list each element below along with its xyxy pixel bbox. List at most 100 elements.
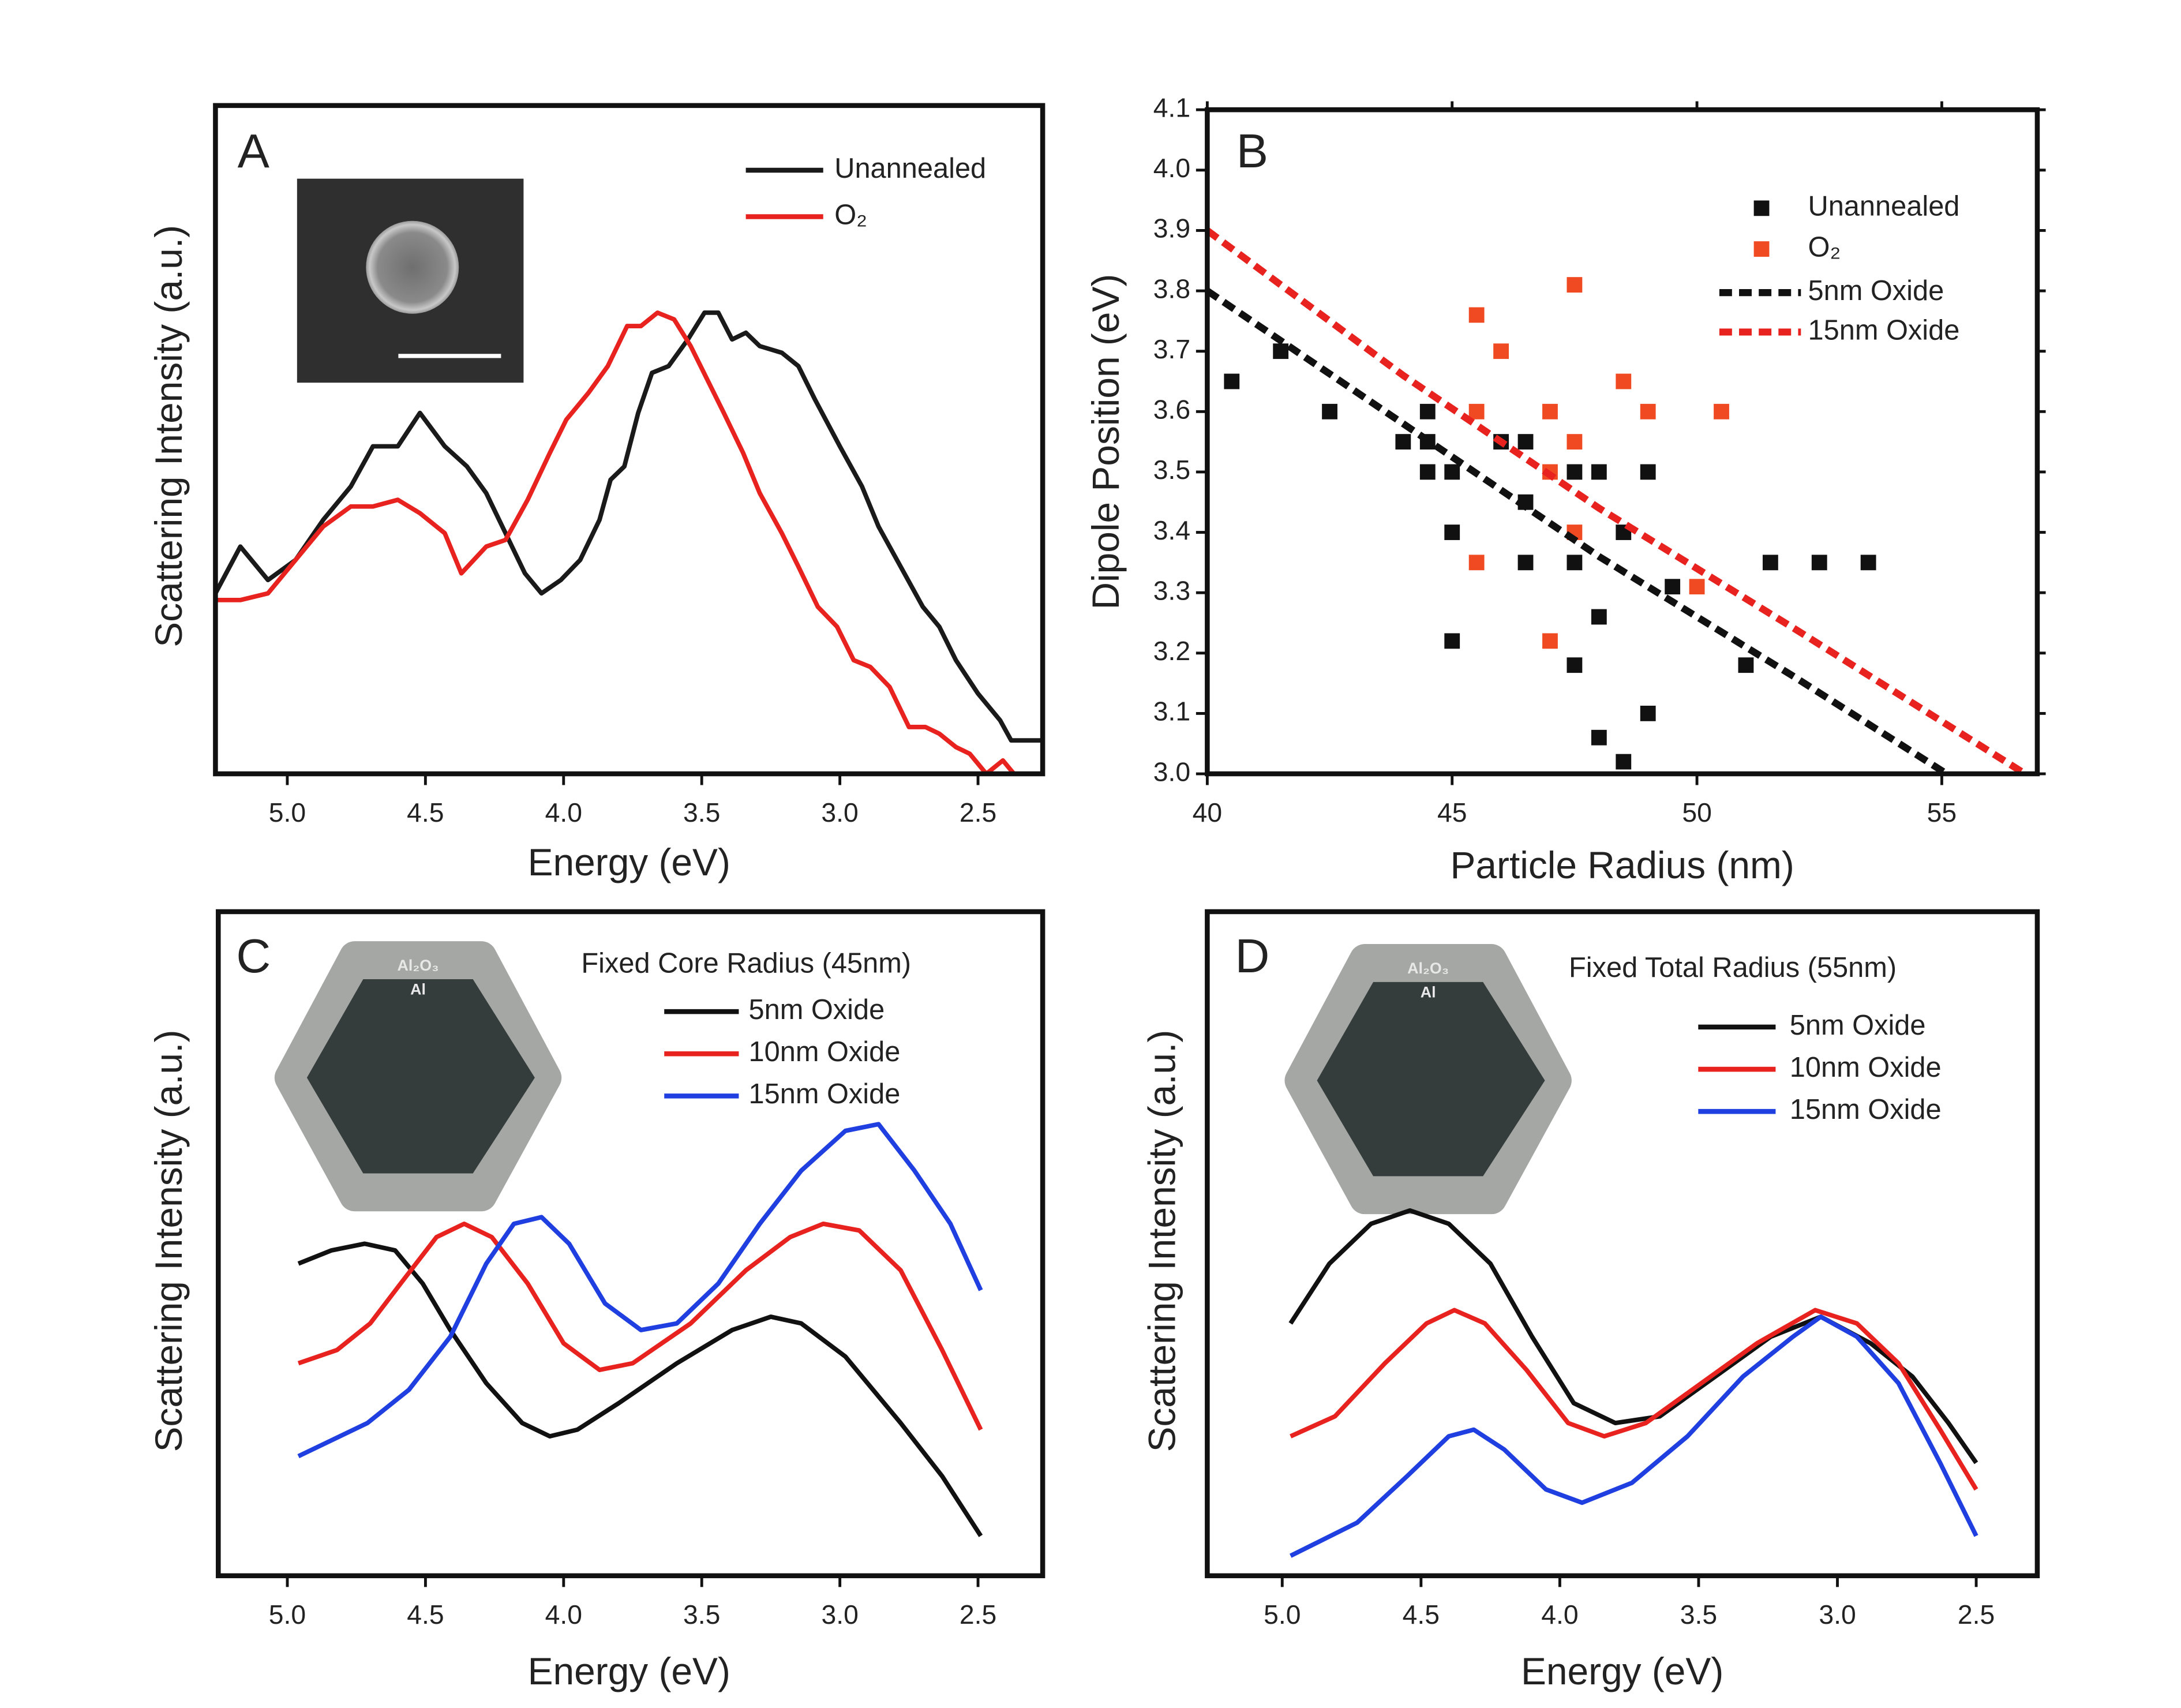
legend-swatch [1753,200,1770,216]
legend-label: 15nm Oxide [1790,1094,1942,1125]
x-tick-label: 2.5 [960,797,996,827]
x-tick-label: 4.0 [545,1600,582,1630]
y-axis-label: Scattering Intensity (a.u.) [1141,1030,1183,1452]
legend-label: Unannealed [1808,191,1959,222]
scatter-point [1468,403,1485,419]
legend-label: 5nm Oxide [1790,1010,1926,1041]
scatter-point [1567,555,1583,571]
series-line [297,1221,983,1431]
plot-frame [213,103,1045,777]
scatter-point [1542,633,1558,649]
plot-frame [1205,909,2040,1579]
scatter-point [1395,434,1411,450]
x-axis-label: Energy (eV) [1521,1650,1723,1692]
scatter-point [1567,464,1583,480]
y-tick-label: 3.2 [1153,636,1190,666]
y-axis-label: Scattering Intensity (a.u.) [147,1030,190,1452]
scatter-point [1517,434,1534,450]
y-tick-label: 3.4 [1153,515,1190,545]
hexagon-inset [274,941,562,1212]
scatter-point [1738,657,1754,673]
series-line [1289,1314,1978,1558]
panel: 5.0 4.5 4.0 3.5 3.0 2.5 C Energy (eV) Scattering… [147,909,1045,1692]
x-tick-label: 5.0 [269,797,306,827]
legend-label: 15nm Oxide [1808,314,1959,346]
scatter-point [1640,705,1656,721]
scatter-point [1419,464,1436,480]
x-axis-label: Particle Radius (nm) [1451,844,1794,886]
panel-letter: B [1236,124,1268,178]
series-line [215,310,1042,743]
scatter-point [1468,555,1485,571]
scatter-point [1860,555,1876,571]
x-tick-label: 5.0 [269,1600,306,1630]
series-line [297,1241,983,1537]
scatter-point [1640,403,1656,419]
inset-label: Al₂O₃ [1407,960,1449,977]
x-tick-label: 45 [1437,797,1467,827]
legend-label: 5nm Oxide [749,994,885,1025]
y-tick-label: 4.0 [1153,153,1190,183]
annotation: Fixed Core Radius (45nm) [581,947,911,979]
scatter-point [1493,343,1509,359]
inset-label: Al [410,981,426,998]
series-line [1207,227,2027,774]
legend-swatch [1753,241,1770,257]
scatter-point [1714,403,1729,419]
legend-label: 10nm Oxide [1790,1052,1942,1083]
y-tick-label: 3.7 [1153,334,1190,364]
scatter-point [1567,657,1583,673]
y-tick-label: 3.5 [1153,455,1190,485]
inset-label: Al₂O₃ [398,957,439,974]
panel-letter: D [1235,929,1269,983]
panel: 5.0 4.5 4.0 3.5 3.0 2.5 D Energy (eV) Scattering… [1141,909,2040,1692]
plot-frame [216,909,1045,1579]
scatter-point [1273,343,1289,359]
scatter-point [1591,609,1607,625]
scatter-point [1542,403,1558,419]
x-tick-label: 4.5 [407,1600,444,1630]
scatter-point [1591,464,1607,480]
scatter-point [1640,464,1656,480]
scatter-point [1224,373,1240,389]
panel: 40 45 50 55 3.0 3.1 3.2 3.3 3.4 3.5 3.6 3.7 3.8 3.9 4.… [1084,92,2046,886]
scatter-point [1762,555,1778,571]
x-tick-label: 3.5 [683,797,720,827]
series-line [215,310,1016,774]
x-tick-label: 40 [1193,797,1223,827]
series-line [1207,288,1949,774]
y-tick-label: 3.0 [1153,756,1190,786]
scatter-point [1665,579,1681,595]
x-tick-label: 55 [1927,797,1957,827]
legend-label: 5nm Oxide [1808,275,1944,306]
y-axis-label: Scattering Intensity (a.u.) [147,225,190,647]
y-tick-label: 3.8 [1153,274,1190,304]
panel: 5.0 4.5 4.0 3.5 3.0 2.5 A Energy (eV) Scattering… [147,103,1045,883]
x-tick-label: 3.0 [821,797,858,827]
scatter-point [1468,307,1485,323]
scatter-point [1616,754,1632,770]
scatter-point [1419,403,1436,419]
legend-label: O₂ [834,199,867,230]
scatter-point [1517,555,1534,571]
scatter-point [1616,373,1632,389]
x-tick-label: 3.5 [683,1600,720,1630]
annotation: Fixed Total Radius (55nm) [1569,952,1897,983]
series-line [1290,1308,1978,1491]
scatter-point [1444,633,1460,649]
scatter-point [1591,729,1607,746]
x-tick-label: 4.5 [407,797,444,827]
scatter-point [1444,525,1460,540]
x-axis-label: Energy (eV) [528,1650,730,1692]
y-tick-label: 3.1 [1153,696,1190,726]
legend-label: 10nm Oxide [749,1036,901,1068]
x-tick-label: 4.5 [1403,1600,1440,1630]
x-tick-label: 5.0 [1264,1600,1301,1630]
scatter-point [1811,555,1827,571]
scatter-point [1444,464,1460,480]
x-axis-label: Energy (eV) [528,841,730,883]
x-tick-label: 3.0 [821,1600,858,1630]
scatter-point [1322,403,1337,419]
plot-frame [1205,107,2040,777]
